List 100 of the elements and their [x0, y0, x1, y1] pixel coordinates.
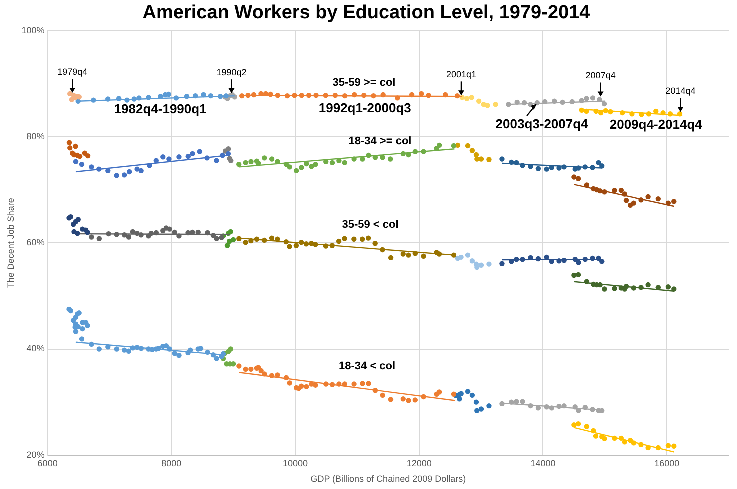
point — [412, 149, 418, 154]
point — [275, 372, 280, 378]
point — [622, 440, 628, 445]
point — [201, 92, 206, 98]
point — [469, 95, 474, 100]
point — [284, 93, 290, 99]
point — [474, 156, 480, 162]
point — [572, 256, 578, 262]
point — [214, 356, 220, 362]
annotation: 35-59 >= col — [332, 76, 396, 89]
point — [256, 160, 262, 166]
point — [176, 353, 182, 358]
point — [388, 397, 394, 402]
point — [436, 390, 442, 395]
point — [624, 198, 630, 204]
point — [602, 101, 608, 107]
point — [366, 236, 372, 241]
point — [126, 348, 132, 354]
point — [106, 344, 111, 350]
point — [287, 164, 292, 170]
point — [465, 389, 471, 394]
point — [666, 284, 672, 290]
point — [570, 99, 575, 105]
point — [421, 149, 426, 154]
point — [269, 373, 275, 378]
point — [457, 396, 462, 402]
point — [600, 259, 605, 264]
point — [114, 173, 120, 178]
point — [73, 144, 78, 150]
point — [612, 436, 618, 442]
point — [218, 94, 224, 100]
point — [528, 164, 534, 170]
point — [299, 92, 304, 98]
point — [292, 92, 298, 98]
point — [672, 286, 677, 292]
point — [400, 252, 406, 257]
point — [454, 93, 460, 99]
point — [528, 403, 534, 409]
point — [126, 234, 132, 240]
point — [360, 381, 366, 386]
point — [91, 98, 96, 103]
point — [603, 108, 608, 114]
point — [243, 366, 248, 372]
point — [656, 196, 662, 202]
point — [85, 323, 90, 328]
point — [582, 164, 588, 170]
point — [89, 234, 94, 240]
point — [174, 96, 180, 101]
y-tick-label: 100% — [22, 25, 45, 36]
point — [336, 382, 342, 387]
point — [126, 169, 132, 175]
point — [287, 380, 292, 386]
point — [474, 152, 480, 158]
point — [210, 233, 216, 238]
point — [560, 100, 566, 106]
point — [576, 408, 582, 414]
point — [591, 428, 596, 434]
point — [214, 236, 220, 242]
point — [294, 168, 300, 174]
point — [660, 110, 666, 116]
point — [380, 247, 386, 253]
point — [312, 242, 318, 248]
point — [298, 240, 304, 246]
point — [314, 92, 319, 98]
point — [287, 244, 292, 250]
point — [380, 155, 386, 160]
point — [248, 238, 254, 244]
point — [214, 158, 220, 164]
point — [352, 92, 358, 98]
point — [594, 108, 599, 114]
point — [572, 174, 577, 180]
x-tick-label: 16000 — [654, 458, 680, 468]
point — [602, 190, 608, 195]
point — [500, 401, 505, 407]
point — [549, 406, 554, 411]
point — [246, 92, 251, 98]
point — [304, 242, 310, 247]
point — [478, 156, 484, 162]
point — [520, 163, 526, 168]
point — [380, 92, 386, 98]
point — [96, 236, 102, 242]
point — [451, 392, 457, 397]
point — [672, 444, 677, 449]
point — [544, 166, 550, 172]
point — [638, 285, 644, 290]
point — [536, 406, 542, 411]
point — [474, 408, 480, 414]
point — [436, 252, 442, 257]
point — [210, 352, 216, 358]
annotation: 18-34 < col — [339, 360, 396, 373]
point — [228, 346, 234, 352]
point — [166, 92, 172, 98]
annotation: 2009q4-2014q4 — [610, 116, 704, 132]
point — [269, 236, 275, 241]
point — [451, 252, 457, 258]
point — [536, 166, 542, 172]
point — [116, 96, 122, 102]
annotation: 35-59 < col — [342, 219, 399, 232]
point — [236, 162, 242, 168]
point — [579, 108, 585, 114]
